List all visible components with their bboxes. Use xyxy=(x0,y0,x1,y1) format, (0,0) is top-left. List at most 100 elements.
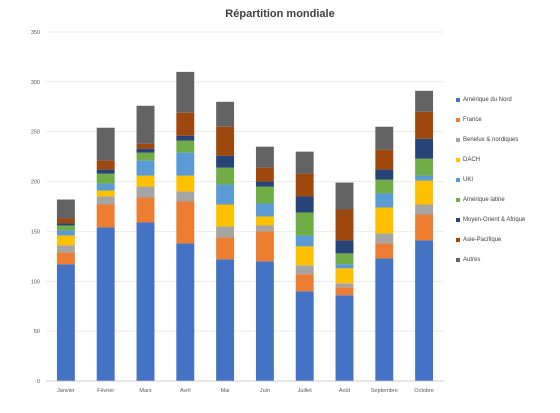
bar-segment xyxy=(255,167,274,182)
chart-title: Répartition mondiale xyxy=(225,8,335,20)
legend: Amérique du Nord France Benelux & nordique… xyxy=(456,92,525,272)
x-category-label: Janvier xyxy=(57,388,75,394)
bar-segment xyxy=(56,264,75,381)
bar-segment xyxy=(335,182,354,210)
bar-segment xyxy=(136,143,155,149)
legend-label: Benelux & nordiques xyxy=(463,137,519,143)
legend-label: Asie-Pacifique xyxy=(463,237,502,243)
bar-segment xyxy=(335,240,354,254)
bar-segment xyxy=(176,135,195,141)
x-axis-categories: Janvier Février Mars Avril Mai Juin Juillet Aoû… xyxy=(57,388,434,394)
bar-segment xyxy=(295,265,314,275)
legend-swatch xyxy=(456,238,460,242)
bar-segment xyxy=(415,180,434,205)
legend-item: Autres xyxy=(456,252,525,268)
bar-segment xyxy=(295,274,314,292)
bar-segment xyxy=(375,233,394,244)
bar-segment xyxy=(96,169,115,174)
bar-segment xyxy=(255,216,274,226)
bar-segment xyxy=(176,243,195,381)
bar-segment xyxy=(216,184,235,205)
bar-segment xyxy=(295,196,314,213)
bar-segment xyxy=(295,235,314,247)
legend-label: Autres xyxy=(463,257,481,263)
bar-segment xyxy=(56,235,75,246)
bar-segment xyxy=(335,253,354,265)
bar-segment xyxy=(295,212,314,236)
bar-segment xyxy=(56,252,75,265)
bar-segment xyxy=(375,207,394,234)
legend-item: Amérique du Nord xyxy=(456,92,525,108)
y-tick-label: 100 xyxy=(31,279,40,285)
bar-segment xyxy=(335,295,354,381)
legend-label: Amérique du Nord xyxy=(463,97,512,103)
bar-segment xyxy=(375,258,394,381)
bar-segment xyxy=(96,196,115,205)
bar-segment xyxy=(96,190,115,197)
bar-segment xyxy=(415,138,434,159)
legend-item: Amérique latine xyxy=(456,192,525,208)
x-category-label: Mai xyxy=(221,388,230,394)
bars xyxy=(56,71,434,381)
bar-segment xyxy=(176,175,195,192)
x-category-label: Mars xyxy=(139,388,151,394)
x-category-label: Août xyxy=(339,388,351,394)
bar-segment xyxy=(96,173,115,184)
bar-segment xyxy=(176,201,195,244)
bar-segment xyxy=(136,175,155,187)
bar-segment xyxy=(56,199,75,219)
y-tick-label: 350 xyxy=(31,30,40,36)
x-category-label: Octobre xyxy=(414,388,434,394)
bar-segment xyxy=(415,204,434,215)
bar-segment xyxy=(295,151,314,174)
bar-segment xyxy=(255,261,274,381)
legend-label: France xyxy=(463,117,482,123)
x-category-label: Septembre xyxy=(371,388,398,394)
y-axis-ticks: 0 50 100 150 200 250 300 350 xyxy=(31,30,40,385)
x-category-label: Juin xyxy=(260,388,270,394)
bar-segment xyxy=(216,155,235,168)
bar-segment xyxy=(136,186,155,198)
legend-item: Moyen-Orient & Afrique xyxy=(456,212,525,228)
bar-segment xyxy=(56,223,75,226)
bar-segment xyxy=(56,225,75,231)
bar-segment xyxy=(255,231,274,262)
bar-segment xyxy=(136,160,155,176)
bar-segment xyxy=(96,127,115,161)
bar-segment xyxy=(375,169,394,180)
legend-label: DACH xyxy=(463,157,481,163)
legend-label: Amérique latine xyxy=(463,197,505,203)
bar-segment xyxy=(255,203,274,217)
bar-segment xyxy=(415,240,434,381)
legend-item: Asie-Pacifique xyxy=(456,232,525,248)
bar-segment xyxy=(216,259,235,381)
y-tick-label: 150 xyxy=(31,229,40,235)
bar-segment xyxy=(216,101,235,127)
y-tick-label: 300 xyxy=(31,80,40,86)
bar-segment xyxy=(295,291,314,381)
y-tick-label: 250 xyxy=(31,130,40,136)
legend-swatch xyxy=(456,218,460,222)
bar-segment xyxy=(415,214,434,241)
bar-segment xyxy=(176,112,195,136)
legend-item: Benelux & nordiques xyxy=(456,132,525,148)
bar-segment xyxy=(295,246,314,266)
bar-segment xyxy=(176,191,195,202)
bar-segment xyxy=(176,140,195,153)
x-category-label: Février xyxy=(97,388,114,394)
bar-segment xyxy=(176,71,195,113)
bar-segment xyxy=(136,222,155,381)
legend-swatch xyxy=(456,178,460,182)
bar-segment xyxy=(216,167,235,185)
legend-label: UKI xyxy=(463,177,474,183)
bar-segment xyxy=(255,225,274,232)
legend-item: UKI xyxy=(456,172,525,188)
legend-swatch xyxy=(456,118,460,122)
bar-segment xyxy=(96,160,115,170)
bar-segment xyxy=(335,264,354,269)
bar-segment xyxy=(295,173,314,197)
bar-segment xyxy=(415,158,434,176)
bar-segment xyxy=(176,152,195,176)
legend-swatch xyxy=(456,198,460,202)
bar-segment xyxy=(335,209,354,241)
